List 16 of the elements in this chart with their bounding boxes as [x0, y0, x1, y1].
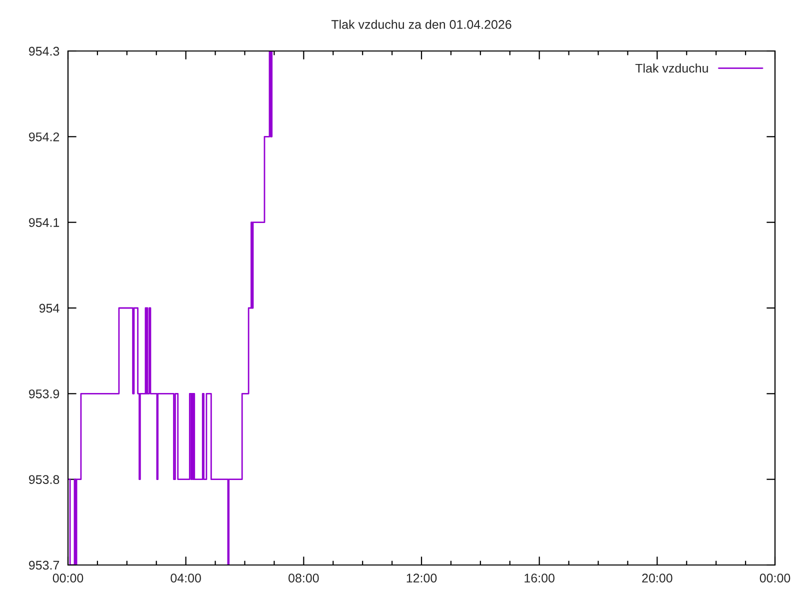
y-tick-label: 953.8 — [28, 475, 60, 484]
chart-title: Tlak vzduchu za den 01.04.2026 — [331, 20, 512, 29]
x-tick-label: 16:00 — [524, 574, 554, 583]
x-tick-label: 00:00 — [52, 574, 84, 583]
x-tick-label: 20:00 — [642, 574, 672, 583]
x-tick-label: 12:00 — [406, 574, 437, 583]
x-tick-label: 00:00 — [760, 574, 790, 583]
y-tick-label: 953.7 — [28, 560, 60, 570]
x-tick-label: 04:00 — [170, 574, 201, 583]
y-tick-label: 954.1 — [28, 218, 60, 227]
x-tick-label: 08:00 — [288, 574, 319, 583]
y-tick-label: 954.3 — [28, 46, 60, 56]
y-tick-label: 954 — [39, 304, 60, 313]
y-tick-label: 954.2 — [28, 132, 60, 142]
legend-label: Tlak vzduchu — [635, 64, 708, 73]
y-tick-label: 953.9 — [28, 389, 60, 398]
